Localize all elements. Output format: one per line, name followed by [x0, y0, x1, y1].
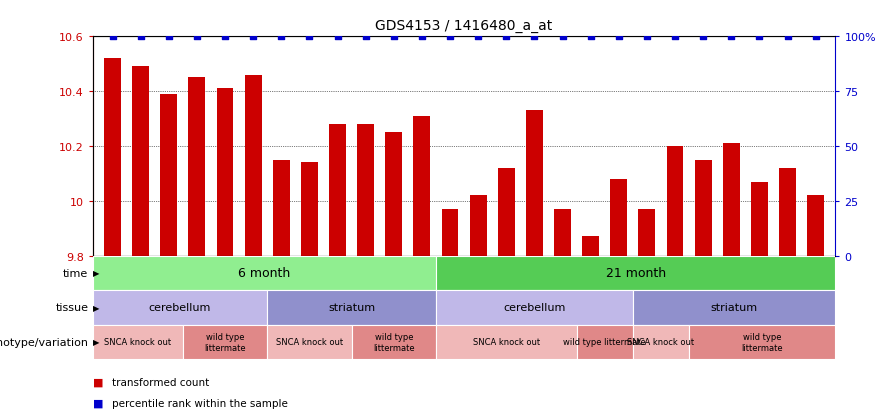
Text: ■: ■: [93, 398, 107, 408]
Text: transformed count: transformed count: [112, 377, 210, 387]
Point: [724, 34, 738, 40]
Bar: [751, 182, 768, 256]
Bar: [576, 325, 633, 359]
Text: genotype/variation: genotype/variation: [0, 337, 88, 347]
Bar: [357, 125, 374, 256]
Point: [218, 34, 232, 40]
Point: [162, 34, 176, 40]
Text: cerebellum: cerebellum: [503, 303, 566, 313]
Bar: [583, 237, 599, 256]
Bar: [245, 76, 262, 256]
Point: [499, 34, 514, 40]
Point: [640, 34, 654, 40]
Bar: [667, 147, 683, 256]
Text: wild type
littermate: wild type littermate: [742, 332, 783, 352]
Bar: [273, 160, 290, 256]
Bar: [183, 325, 267, 359]
Text: ▶: ▶: [93, 337, 99, 347]
Bar: [133, 67, 149, 256]
Text: cerebellum: cerebellum: [149, 303, 211, 313]
Bar: [301, 163, 318, 256]
Text: SNCA knock out: SNCA knock out: [473, 337, 540, 347]
Bar: [217, 89, 233, 256]
Point: [190, 34, 204, 40]
Bar: [610, 179, 628, 256]
Bar: [436, 256, 835, 290]
Text: striatum: striatum: [711, 303, 758, 313]
Point: [105, 34, 119, 40]
Bar: [638, 209, 655, 256]
Bar: [188, 78, 205, 256]
Text: SNCA knock out: SNCA knock out: [104, 337, 171, 347]
Point: [443, 34, 457, 40]
Bar: [469, 196, 486, 256]
Text: time: time: [63, 268, 88, 278]
Bar: [93, 325, 183, 359]
Point: [809, 34, 823, 40]
Text: tissue: tissue: [56, 303, 88, 313]
Bar: [267, 325, 352, 359]
Text: SNCA knock out: SNCA knock out: [628, 337, 695, 347]
Point: [752, 34, 766, 40]
Bar: [160, 95, 177, 256]
Bar: [267, 290, 436, 325]
Text: wild type
littermate: wild type littermate: [373, 332, 415, 352]
Text: striatum: striatum: [328, 303, 375, 313]
Point: [583, 34, 598, 40]
Bar: [93, 256, 436, 290]
Point: [133, 34, 148, 40]
Point: [668, 34, 682, 40]
Bar: [436, 325, 576, 359]
Text: SNCA knock out: SNCA knock out: [276, 337, 343, 347]
Bar: [633, 325, 690, 359]
Point: [359, 34, 373, 40]
Bar: [779, 169, 796, 256]
Bar: [695, 160, 712, 256]
Bar: [690, 325, 835, 359]
Bar: [385, 133, 402, 256]
Text: 6 month: 6 month: [239, 267, 291, 280]
Bar: [93, 290, 267, 325]
Text: ▶: ▶: [93, 303, 99, 312]
Point: [471, 34, 485, 40]
Point: [246, 34, 260, 40]
Bar: [436, 290, 633, 325]
Point: [781, 34, 795, 40]
Bar: [442, 209, 459, 256]
Text: ▶: ▶: [93, 269, 99, 278]
Bar: [329, 125, 346, 256]
Bar: [352, 325, 436, 359]
Text: percentile rank within the sample: percentile rank within the sample: [112, 398, 288, 408]
Bar: [807, 196, 824, 256]
Text: wild type littermate: wild type littermate: [563, 337, 646, 347]
Point: [274, 34, 288, 40]
Point: [302, 34, 316, 40]
Point: [415, 34, 429, 40]
Point: [386, 34, 400, 40]
Text: ■: ■: [93, 377, 107, 387]
Bar: [498, 169, 514, 256]
Bar: [723, 144, 740, 256]
Bar: [526, 111, 543, 256]
Text: wild type
littermate: wild type littermate: [204, 332, 246, 352]
Text: 21 month: 21 month: [606, 267, 666, 280]
Point: [555, 34, 569, 40]
Point: [696, 34, 710, 40]
Bar: [414, 116, 431, 256]
Point: [528, 34, 542, 40]
Bar: [554, 209, 571, 256]
Bar: [104, 59, 121, 256]
Title: GDS4153 / 1416480_a_at: GDS4153 / 1416480_a_at: [376, 19, 552, 33]
Bar: [633, 290, 835, 325]
Point: [331, 34, 345, 40]
Point: [612, 34, 626, 40]
